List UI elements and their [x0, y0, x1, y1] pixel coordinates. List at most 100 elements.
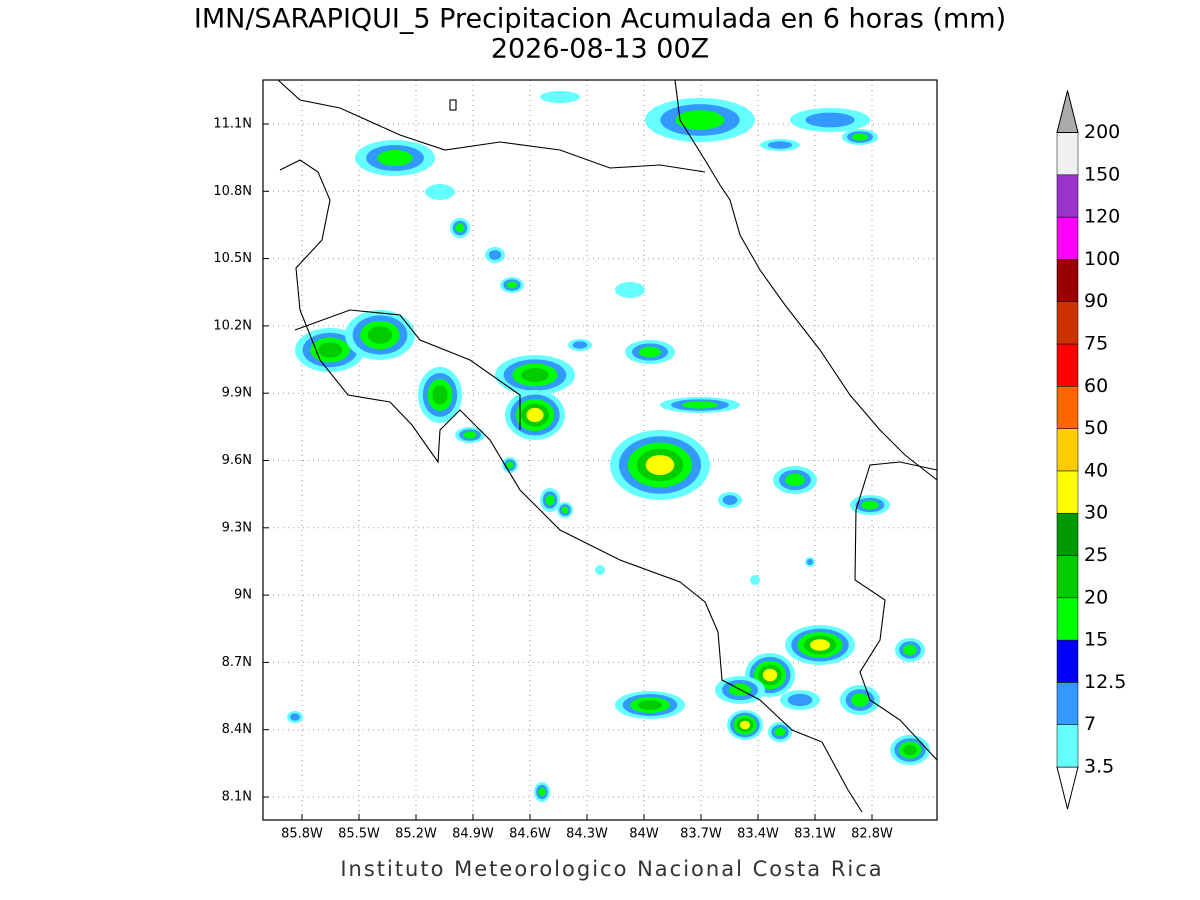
colorbar-swatch	[1056, 343, 1079, 387]
subtitle: 2026-08-13 00Z	[491, 34, 709, 65]
pacific-coast	[279, 159, 863, 813]
lon-tick-label: 83.1W	[794, 827, 836, 842]
colorbar-label: 25	[1084, 544, 1108, 566]
colorbar-label: 200	[1084, 121, 1120, 143]
precip-cell	[637, 700, 663, 710]
precip-cell	[463, 431, 477, 439]
precip-cell	[377, 150, 413, 166]
precip-cell	[767, 141, 793, 149]
precip-cell	[317, 342, 343, 358]
island	[449, 99, 457, 111]
colorbar-swatch	[1056, 259, 1079, 302]
lon-tick-label: 84.9W	[452, 827, 494, 842]
precip-cell	[785, 473, 805, 487]
colorbar-label: 15	[1084, 629, 1108, 651]
colorbar-label: 40	[1084, 459, 1108, 481]
precip-cell	[762, 668, 778, 682]
precip-cell	[903, 744, 917, 756]
title: IMN/SARAPIQUI_5 Precipitacion Acumulada …	[194, 4, 1006, 35]
lon-tick-label: 83.4W	[737, 827, 779, 842]
lat-tick-label: 9N	[234, 588, 252, 603]
colorbar-swatch	[1056, 682, 1079, 725]
precip-cell	[638, 346, 662, 358]
precip-cell	[595, 565, 605, 575]
lat-tick-label: 10.5N	[213, 251, 252, 266]
precip-cell	[455, 223, 465, 233]
colorbar-label: 3.5	[1084, 756, 1114, 778]
footer: Instituto Meteorologico Nacional Costa R…	[340, 857, 883, 881]
panama-border	[854, 461, 938, 761]
lon-tick-label: 84.6W	[509, 827, 551, 842]
precip-cell	[615, 282, 645, 298]
precip-cell	[561, 506, 569, 514]
precip-cell	[367, 326, 393, 344]
map-frame	[262, 79, 938, 821]
lat-tick-label: 9.3N	[222, 520, 252, 535]
colorbar-swatch	[1056, 639, 1079, 683]
lon-tick-label: 85.8W	[281, 827, 323, 842]
precip-cell	[787, 693, 813, 707]
axes: 85.8W 85.5W 85.2W 84.9W 84.6W 84.3W 84W 83.7W 83…	[213, 117, 893, 842]
colorbar-swatch	[1056, 555, 1079, 599]
lon-tick-label: 84.3W	[566, 827, 608, 842]
colorbar-label: 50	[1084, 417, 1108, 439]
lon-tick-label: 85.5W	[338, 827, 380, 842]
lat-tick-label: 9.6N	[222, 453, 252, 468]
colorbar-label: 30	[1084, 502, 1108, 524]
colorbar-swatch	[1056, 174, 1079, 218]
lat-tick-label: 8.7N	[222, 655, 252, 670]
lat-tick-label: 8.1N	[222, 790, 252, 805]
lon-tick-label: 83.7W	[680, 827, 722, 842]
colorbar-label: 75	[1084, 333, 1108, 355]
lon-tick-label: 82.8W	[851, 827, 893, 842]
precip-cell	[682, 401, 718, 409]
precip-cell	[810, 639, 830, 651]
colorbar-label: 150	[1084, 163, 1120, 185]
lat-tick-label: 10.2N	[213, 318, 252, 333]
colorbar: 3.5 7 12.5 15 20 25 30 40 50 60 75 90 100 120 150 200	[1056, 90, 1126, 810]
precip-cell	[538, 787, 546, 797]
precip-cell	[506, 281, 518, 289]
precip-cell	[806, 558, 814, 566]
precip-cell	[750, 575, 760, 585]
precip-cell	[540, 91, 580, 103]
precip-cell	[572, 341, 588, 349]
colorbar-label: 7	[1084, 713, 1096, 735]
colorbar-swatch	[1056, 512, 1079, 556]
precip-cell	[545, 494, 555, 506]
precip-cell	[861, 500, 879, 510]
lat-tick-label: 8.4N	[222, 722, 252, 737]
colorbar-swatch	[1056, 386, 1079, 429]
precip-cell	[425, 184, 455, 200]
precip-cell	[488, 250, 502, 260]
colorbar-label: 20	[1084, 586, 1108, 608]
colorbar-swatch	[1056, 301, 1079, 345]
colorbar-swatch	[1056, 470, 1079, 514]
grid	[263, 80, 937, 820]
precip-cell	[774, 727, 786, 737]
precip-cell	[722, 495, 738, 505]
precip-cell	[526, 407, 544, 423]
colorbar-label: 120	[1084, 206, 1120, 228]
precip-cell	[805, 112, 855, 128]
precip-cell	[852, 133, 868, 141]
colorbar-swatch	[1056, 597, 1079, 641]
lon-tick-label: 84W	[629, 827, 659, 842]
precip-cell	[506, 461, 514, 469]
precip-cell	[432, 385, 448, 405]
caribbean-coast	[674, 79, 938, 481]
precipitation-field	[287, 91, 930, 802]
colorbar-label: 12.5	[1084, 671, 1126, 693]
precip-cell	[645, 455, 675, 475]
lat-tick-label: 11.1N	[213, 117, 252, 132]
precip-cell	[903, 644, 917, 656]
coastline	[277, 79, 706, 173]
precip-cell	[290, 713, 300, 721]
precip-cell	[521, 368, 549, 382]
lon-tick-label: 85.2W	[395, 827, 437, 842]
colorbar-label: 90	[1084, 290, 1108, 312]
border	[294, 309, 521, 430]
colorbar-swatch	[1056, 132, 1079, 176]
colorbar-label: 100	[1084, 248, 1120, 270]
precip-cell	[739, 720, 751, 730]
